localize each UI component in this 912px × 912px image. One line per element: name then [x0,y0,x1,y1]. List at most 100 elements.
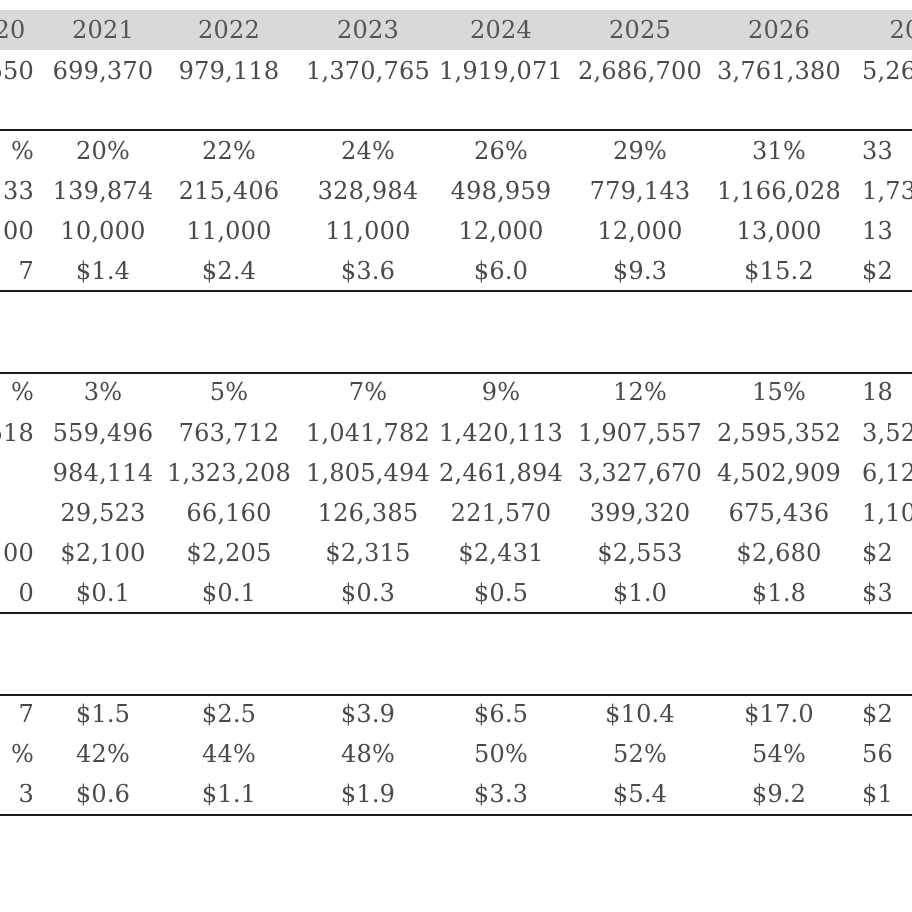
table-cell: 00 [3,217,34,245]
year-header-cell: 2023 [337,16,399,44]
table-cell: $0.3 [340,579,396,607]
table-cell: 3,327,670 [578,459,702,487]
table-cell: 9% [481,378,521,406]
table-cell: $2 [862,539,893,567]
year-header-cell: 20 [0,16,26,44]
table-cell: $0.6 [75,780,131,808]
table-cell: $3.9 [340,700,396,728]
table-cell: 48% [341,740,395,768]
table-cell: $5.4 [612,780,668,808]
table-cell: 56 [862,740,893,768]
table-cell: 675,436 [728,499,830,527]
table-cell: 1,10 [862,499,912,527]
table-cell: $1.5 [75,700,131,728]
table-cell: 1,73 [862,177,912,205]
table-cell: 42% [76,740,130,768]
table-cell: 328,984 [317,177,419,205]
table-cell: $1.9 [340,780,396,808]
table-cell: 1,919,071 [439,57,563,85]
table-cell: 26% [474,137,528,165]
table-cell: $2,205 [186,539,272,567]
table-cell: $1.0 [612,579,668,607]
table-cell: $3.3 [473,780,529,808]
table-cell: $3.6 [340,257,396,285]
table-cell: 12,000 [458,217,544,245]
table-cell: 3% [83,378,123,406]
table-cell: 11,000 [186,217,272,245]
table-cell: 12% [613,378,667,406]
table-cell: $2,431 [458,539,544,567]
table-cell: $0.1 [75,579,131,607]
table-cell: 3,52 [862,419,912,447]
table-cell: 0 [18,579,34,607]
table-cell: 550 [0,57,34,85]
table-cell: $2.5 [201,700,257,728]
year-header-cell: 2022 [198,16,260,44]
table-cell: 22% [202,137,256,165]
table-cell: $2.4 [201,257,257,285]
table-cell: 10,000 [60,217,146,245]
table-cell: 00 [3,539,34,567]
table-rule [0,814,912,816]
year-header-cell: 2025 [609,16,671,44]
table-cell: 11,000 [325,217,411,245]
table-cell: 498,959 [450,177,552,205]
table-cell: 54% [752,740,806,768]
table-cell: $1.4 [75,257,131,285]
table-cell: 20% [76,137,130,165]
table-rule [0,129,912,131]
table-cell: $15.2 [744,257,814,285]
table-cell: 31% [752,137,806,165]
table-cell: 2,461,894 [439,459,563,487]
table-cell: 12,000 [597,217,683,245]
table-cell: $6.5 [473,700,529,728]
table-cell: 215,406 [178,177,280,205]
table-cell: 7% [348,378,388,406]
table-cell: $2 [862,700,893,728]
table-cell: 18 [862,378,893,406]
table-cell: 50% [474,740,528,768]
table-rule [0,612,912,614]
table-cell: 4,502,909 [717,459,841,487]
table-cell: 399,320 [589,499,691,527]
table-cell: $1.8 [751,579,807,607]
table-cell: 6,12 [862,459,912,487]
table-cell: $17.0 [744,700,814,728]
year-header-cell: 20 [889,16,912,44]
table-cell: 1,370,765 [306,57,430,85]
table-cell: $2,553 [597,539,683,567]
table-cell: 221,570 [450,499,552,527]
table-cell: 5,26 [862,57,912,85]
table-cell: 763,712 [178,419,280,447]
table-cell: $2,680 [736,539,822,567]
table-cell: 13,000 [736,217,822,245]
table-cell: 7 [18,257,34,285]
table-cell: 779,143 [589,177,691,205]
table-cell: 52% [613,740,667,768]
table-cell: $9.2 [751,780,807,808]
table-cell: 15% [752,378,806,406]
table-cell: 979,118 [178,57,280,85]
table-cell: $2 [862,257,893,285]
table-cell: 7 [18,700,34,728]
year-header-band [0,10,912,50]
table-cell: 5% [209,378,249,406]
table-cell: 24% [341,137,395,165]
table-rule [0,694,912,696]
table-cell: % [10,740,34,768]
year-header-cell: 2021 [72,16,134,44]
table-cell: $10.4 [605,700,675,728]
year-header-cell: 2026 [748,16,810,44]
table-rule [0,372,912,374]
table-cell: $6.0 [473,257,529,285]
table-cell: 29,523 [60,499,146,527]
table-cell: 139,874 [52,177,154,205]
table-cell: $0.1 [201,579,257,607]
table-cell: 1,041,782 [306,419,430,447]
table-cell: 33 [3,177,34,205]
table-cell: $3 [862,579,893,607]
table-cell: 984,114 [52,459,154,487]
table-cell: 1,805,494 [306,459,430,487]
table-cell: 1,166,028 [717,177,841,205]
table-cell: 3 [18,780,34,808]
